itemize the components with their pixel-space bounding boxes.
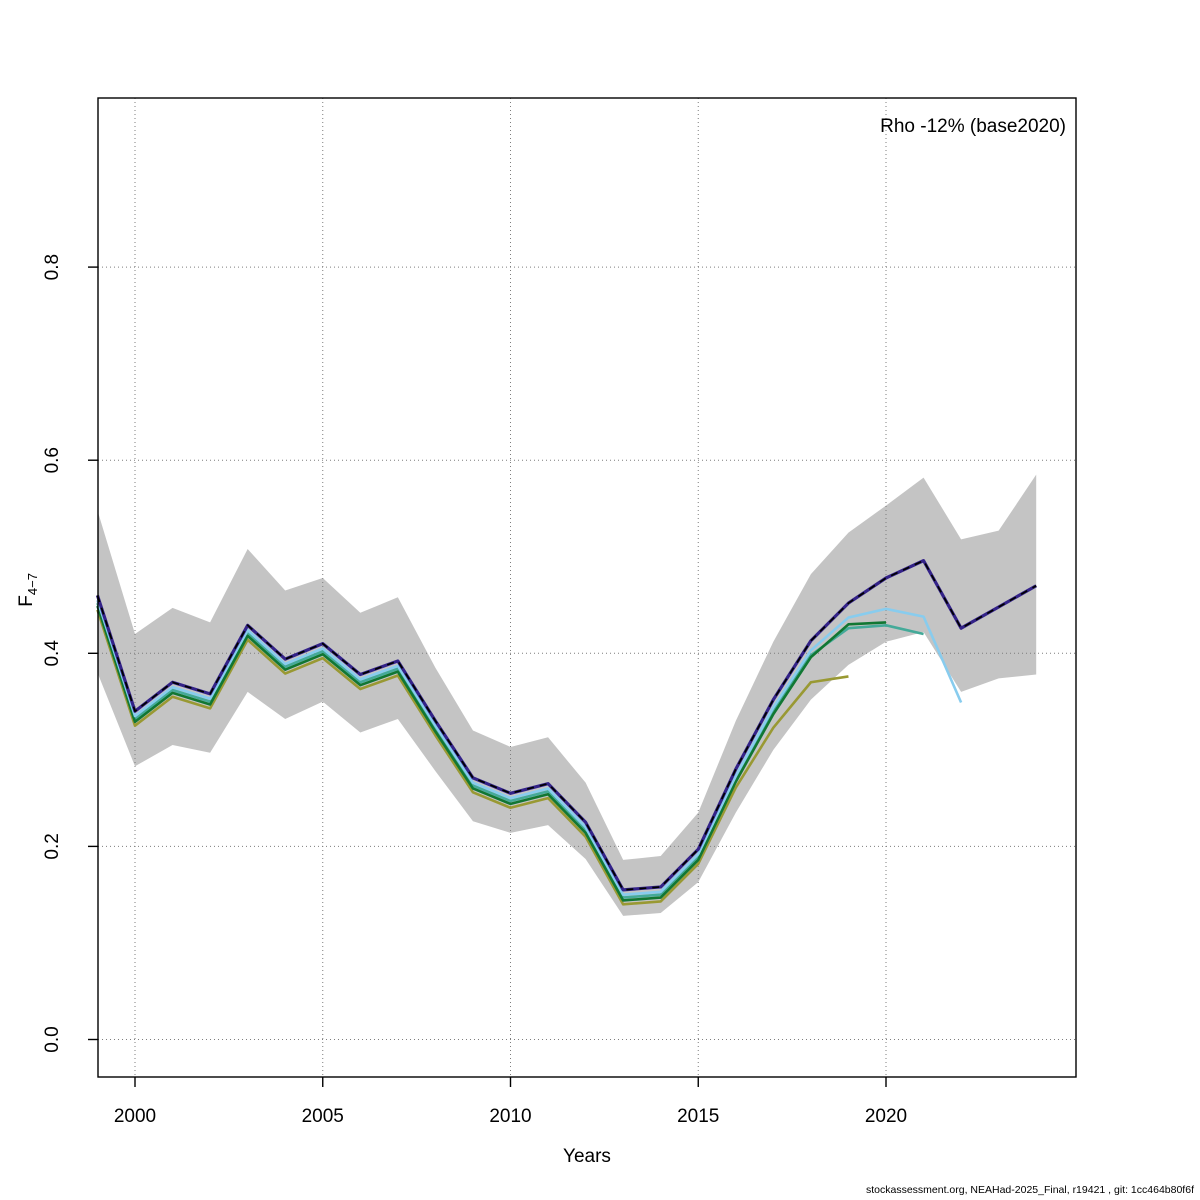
y-axis-label-subscript: 4−7: [24, 573, 40, 596]
x-axis-label: Years: [563, 1146, 611, 1167]
x-tick-label-2020: 2020: [865, 1106, 907, 1127]
y-axis-label: F4−7: [16, 540, 40, 640]
footer-attribution: stockassessment.org, NEAHad-2025_Final, …: [865, 1184, 1194, 1196]
chart-title: Rho -12% (base2020): [880, 116, 1066, 137]
y-tick-label-0.2: 0.2: [42, 833, 63, 859]
y-tick-label-0.4: 0.4: [42, 640, 63, 667]
series-retro-peel-2020: [96, 605, 887, 902]
x-tick-label-2005: 2005: [302, 1106, 344, 1127]
series-retro-peel-2022: [96, 599, 963, 896]
y-tick-label-0.6: 0.6: [42, 447, 63, 473]
confidence-band: [97, 474, 1037, 916]
y-axis-label-main: F: [16, 595, 38, 607]
x-tick-label-2000: 2000: [114, 1106, 156, 1127]
x-tick-label-2010: 2010: [489, 1106, 531, 1127]
plot-border: [97, 97, 1077, 1078]
series-final-run: [95, 559, 1037, 892]
series-retro-peel-2019: [96, 609, 849, 906]
x-tick-label-2015: 2015: [677, 1106, 719, 1127]
y-tick-label-0.0: 0.0: [42, 1026, 63, 1052]
series-retro-peel-2021: [96, 602, 924, 899]
y-tick-label-0.8: 0.8: [42, 254, 63, 280]
